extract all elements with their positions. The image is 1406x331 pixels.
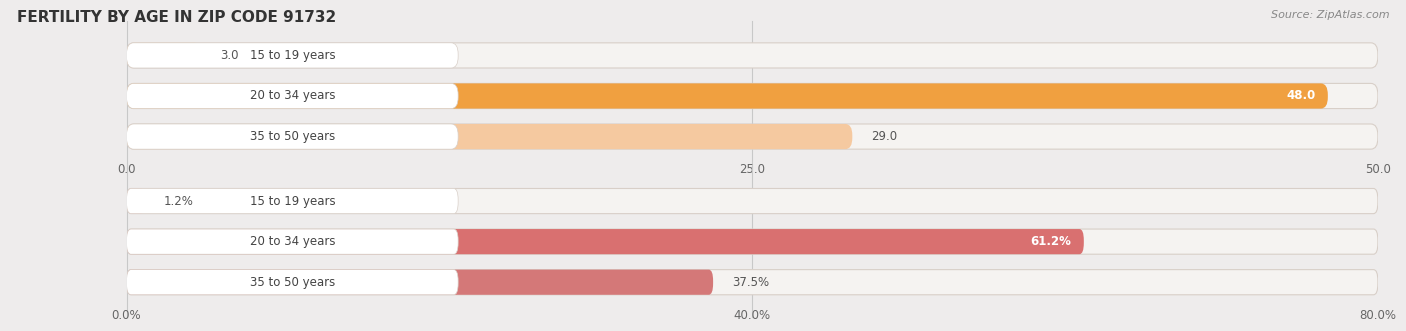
FancyBboxPatch shape <box>127 124 1378 149</box>
FancyBboxPatch shape <box>127 83 1327 109</box>
Text: 1.2%: 1.2% <box>165 195 194 208</box>
FancyBboxPatch shape <box>127 188 145 213</box>
Text: 37.5%: 37.5% <box>733 276 769 289</box>
FancyBboxPatch shape <box>127 188 458 213</box>
FancyBboxPatch shape <box>127 270 1378 295</box>
Text: FERTILITY BY AGE IN ZIP CODE 91732: FERTILITY BY AGE IN ZIP CODE 91732 <box>17 10 336 25</box>
Text: 20 to 34 years: 20 to 34 years <box>250 89 335 103</box>
Text: 35 to 50 years: 35 to 50 years <box>250 276 335 289</box>
Text: 20 to 34 years: 20 to 34 years <box>250 235 335 248</box>
FancyBboxPatch shape <box>127 270 458 295</box>
FancyBboxPatch shape <box>127 229 458 254</box>
FancyBboxPatch shape <box>127 124 852 149</box>
FancyBboxPatch shape <box>127 229 1378 254</box>
Text: 48.0: 48.0 <box>1286 89 1316 103</box>
Text: 61.2%: 61.2% <box>1031 235 1071 248</box>
FancyBboxPatch shape <box>127 83 458 109</box>
FancyBboxPatch shape <box>127 43 458 68</box>
Text: 35 to 50 years: 35 to 50 years <box>250 130 335 143</box>
FancyBboxPatch shape <box>127 83 1378 109</box>
FancyBboxPatch shape <box>127 188 1378 213</box>
Text: 3.0: 3.0 <box>221 49 239 62</box>
FancyBboxPatch shape <box>127 43 201 68</box>
FancyBboxPatch shape <box>127 43 1378 68</box>
FancyBboxPatch shape <box>127 124 458 149</box>
FancyBboxPatch shape <box>127 229 1084 254</box>
FancyBboxPatch shape <box>127 270 713 295</box>
Text: 29.0: 29.0 <box>872 130 897 143</box>
Text: 15 to 19 years: 15 to 19 years <box>249 49 335 62</box>
Text: 15 to 19 years: 15 to 19 years <box>249 195 335 208</box>
Text: Source: ZipAtlas.com: Source: ZipAtlas.com <box>1271 10 1389 20</box>
